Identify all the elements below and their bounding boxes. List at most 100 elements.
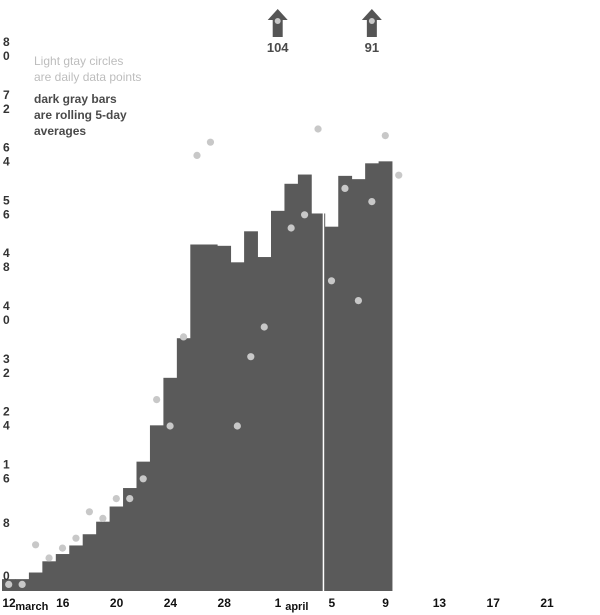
x-tick-label: 1 bbox=[275, 596, 282, 610]
y-tick-digit: 8 bbox=[3, 35, 10, 49]
rolling-average-bar bbox=[203, 244, 218, 591]
y-tick-label: 24 bbox=[3, 405, 10, 433]
y-tick-label: 48 bbox=[3, 246, 10, 274]
x-tick-label: 17 bbox=[487, 596, 501, 610]
y-tick-digit: 4 bbox=[3, 419, 10, 433]
daily-data-point bbox=[341, 184, 349, 192]
y-tick-digit: 6 bbox=[3, 207, 10, 221]
x-tick-label: 5 bbox=[328, 596, 335, 610]
y-tick-digit: 1 bbox=[3, 457, 10, 471]
annotation-light-line-1: Light gtay circles bbox=[34, 54, 123, 68]
rolling-average-bar bbox=[28, 572, 43, 591]
rolling-average-bar bbox=[217, 245, 232, 591]
x-tick-label: 24 bbox=[164, 596, 178, 610]
daily-data-point bbox=[58, 544, 67, 552]
y-tick-label: 0 bbox=[3, 569, 10, 583]
rolling-average-bar bbox=[338, 175, 353, 592]
rolling-average-bar bbox=[55, 554, 70, 591]
y-tick-label: 40 bbox=[3, 299, 10, 327]
x-tick-label: 9 bbox=[382, 596, 389, 610]
daily-data-point bbox=[166, 422, 174, 430]
y-tick-digit: 2 bbox=[3, 366, 10, 380]
daily-data-point bbox=[5, 580, 13, 589]
rolling-average-bar bbox=[378, 161, 393, 591]
x-tick-label: 28 bbox=[218, 596, 232, 610]
x-tick-label: 20 bbox=[110, 596, 124, 610]
daily-data-point bbox=[45, 554, 53, 562]
overflow-arrow-dot bbox=[274, 18, 281, 24]
overflow-arrow-label: 91 bbox=[365, 40, 379, 55]
daily-data-point bbox=[301, 211, 309, 219]
overflow-arrow: 91 bbox=[361, 9, 382, 55]
daily-data-point bbox=[233, 422, 241, 430]
daily-data-points bbox=[5, 125, 403, 589]
y-tick-digit: 0 bbox=[3, 569, 10, 583]
rolling-average-bar bbox=[163, 377, 178, 591]
rolling-average-bar bbox=[351, 179, 366, 591]
annotation-light-line-2: are daily data points bbox=[34, 70, 141, 84]
daily-data-point bbox=[327, 277, 336, 285]
rolling-average-bar bbox=[82, 534, 97, 591]
y-tick-digit: 3 bbox=[3, 352, 10, 366]
rolling-average-bar bbox=[42, 561, 57, 591]
x-tick-label: 12 bbox=[2, 596, 16, 610]
y-tick-digit: 2 bbox=[3, 405, 10, 419]
annotation-dark-line-3: averages bbox=[34, 124, 86, 138]
y-tick-digit: 4 bbox=[3, 155, 10, 169]
overflow-arrow: 104 bbox=[267, 9, 289, 55]
overflow-arrows: 104 91 bbox=[267, 9, 382, 55]
daily-data-point bbox=[354, 297, 362, 305]
y-tick-digit: 8 bbox=[3, 260, 10, 274]
daily-data-point bbox=[381, 132, 389, 140]
y-tick-label: 64 bbox=[3, 141, 10, 169]
rolling-average-bar bbox=[297, 174, 312, 592]
y-tick-digit: 8 bbox=[3, 516, 10, 530]
y-tick-label: 72 bbox=[3, 88, 10, 116]
daily-data-point bbox=[18, 580, 26, 589]
x-tick-label: 16 bbox=[56, 596, 70, 610]
rolling-average-bar bbox=[136, 461, 151, 591]
y-tick-digit: 0 bbox=[3, 49, 10, 63]
y-tick-digit: 6 bbox=[3, 471, 10, 485]
daily-data-point bbox=[193, 151, 201, 159]
rolling-average-bar bbox=[271, 210, 285, 591]
rolling-average-bar bbox=[244, 231, 258, 592]
x-month-label: march bbox=[15, 601, 48, 613]
y-tick-digit: 4 bbox=[3, 299, 10, 313]
daily-data-point bbox=[139, 475, 147, 483]
y-tick-label: 32 bbox=[3, 352, 10, 380]
y-tick-label: 80 bbox=[3, 35, 10, 63]
rolling-average-bar bbox=[96, 521, 110, 591]
annotation-dark-line-1: dark gray bars bbox=[34, 92, 117, 106]
daily-data-point bbox=[247, 353, 255, 361]
x-axis-ticks: 12 16 20 24 28 1 5 9 13 17 21 march april bbox=[2, 596, 554, 613]
daily-data-point bbox=[260, 323, 268, 331]
daily-data-point bbox=[99, 514, 107, 523]
x-tick-label: 13 bbox=[433, 596, 447, 610]
y-tick-label: 16 bbox=[3, 457, 10, 485]
rolling-average-bar bbox=[109, 506, 124, 591]
legend-annotation: Light gtay circles are daily data points… bbox=[34, 54, 141, 138]
daily-data-point bbox=[287, 224, 295, 232]
rolling-average-bar bbox=[257, 257, 272, 591]
y-tick-digit: 4 bbox=[3, 246, 10, 260]
y-tick-digit: 0 bbox=[3, 313, 10, 327]
daily-data-point bbox=[126, 495, 134, 503]
rolling-average-bar bbox=[176, 338, 191, 591]
daily-data-point bbox=[31, 541, 40, 549]
overflow-arrow-label: 104 bbox=[267, 40, 289, 55]
rolling-average-bar bbox=[365, 163, 379, 591]
y-tick-digit: 6 bbox=[3, 141, 10, 155]
rolling-average-bars bbox=[2, 161, 393, 592]
daily-data-point bbox=[112, 495, 120, 503]
y-tick-label: 56 bbox=[3, 193, 10, 221]
daily-data-point bbox=[368, 198, 376, 206]
daily-data-point bbox=[153, 396, 161, 404]
daily-data-point bbox=[72, 534, 80, 542]
rolling-average-bar bbox=[284, 183, 299, 591]
daily-data-point bbox=[179, 333, 188, 341]
rolling-average-bar bbox=[190, 244, 205, 591]
y-tick-digit: 7 bbox=[3, 88, 10, 102]
